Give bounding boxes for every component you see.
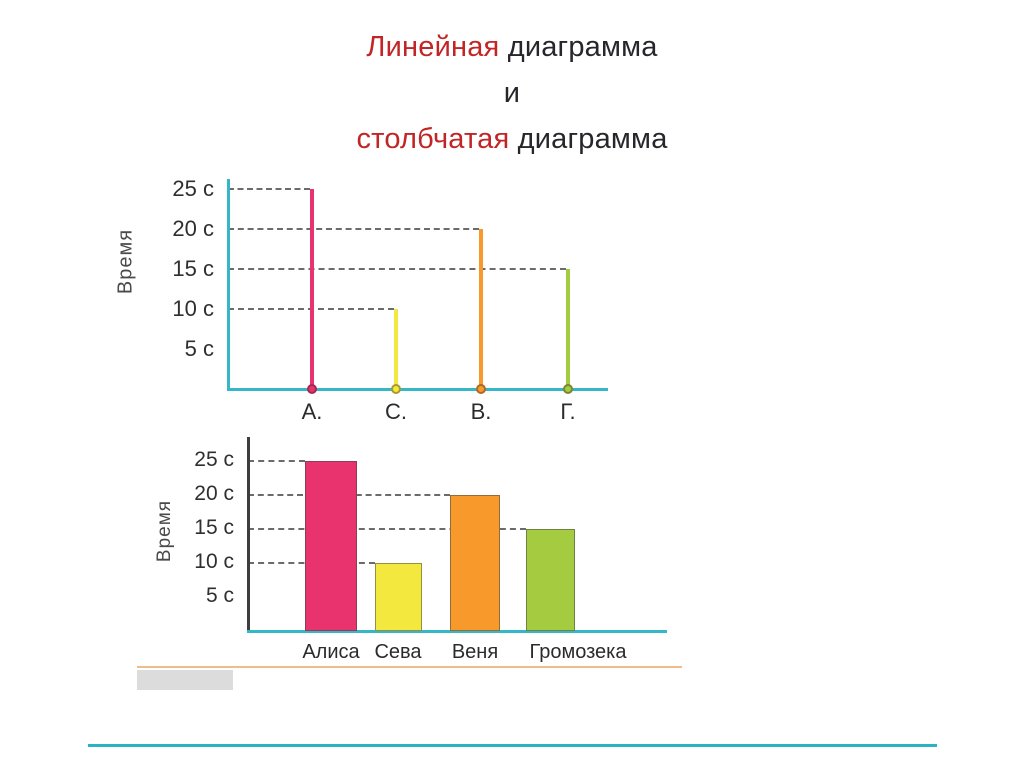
- y-tick-label: 25 с: [194, 448, 234, 471]
- y-tick-label: 20 с: [172, 216, 214, 241]
- y-tick-label: 10 с: [172, 296, 214, 321]
- x-axis: [247, 630, 667, 633]
- y-tick-label: 10 с: [194, 550, 234, 573]
- y-tick-label: 20 с: [194, 482, 234, 505]
- data-bar: [305, 461, 357, 631]
- x-category-label: Сева: [374, 641, 422, 663]
- title-word-red-1: Линейная: [366, 31, 500, 63]
- grid-dash-line: [228, 188, 310, 190]
- y-axis: [227, 179, 230, 391]
- x-category-label: Алиса: [302, 641, 360, 663]
- y-axis-label: Время: [114, 228, 137, 295]
- grid-dash-line: [228, 268, 566, 270]
- data-stick: [479, 229, 483, 389]
- title-word-dark-1: диаграмма: [499, 31, 658, 63]
- title-line-3: столбчатая диаграмма: [0, 116, 1024, 162]
- grid-dash-line: [248, 562, 375, 564]
- slide-accent-line: [88, 744, 937, 747]
- data-stick: [310, 189, 314, 389]
- y-tick-label: 5 с: [184, 336, 214, 361]
- grid-dash-line: [248, 460, 305, 462]
- data-point-dot: [563, 384, 573, 394]
- title-conjunction: и: [503, 77, 521, 109]
- grid-dash-line: [228, 308, 394, 310]
- data-point-dot: [307, 384, 317, 394]
- data-point-dot: [391, 384, 401, 394]
- grid-dash-line: [248, 494, 450, 496]
- y-tick-label: 5 с: [205, 584, 234, 607]
- scan-artifact: [137, 670, 233, 690]
- x-axis: [227, 388, 608, 391]
- title-line-2: и: [0, 70, 1024, 116]
- data-bar: [525, 529, 575, 631]
- x-category-label: В.: [470, 399, 492, 424]
- y-tick-label: 15 с: [172, 256, 214, 281]
- x-category-label: Г.: [560, 399, 576, 424]
- title-line-1: Линейная диаграмма: [0, 24, 1024, 70]
- y-tick-label: 25 с: [172, 176, 214, 201]
- data-stick: [394, 309, 398, 389]
- grid-dash-line: [228, 228, 479, 230]
- x-category-label: С.: [385, 399, 407, 424]
- data-bar: [374, 563, 422, 631]
- data-bar: [450, 495, 500, 631]
- y-tick-label: 15 с: [194, 516, 234, 539]
- x-category-label: Веня: [451, 641, 499, 663]
- x-category-label: Громозека: [529, 641, 627, 663]
- slide-title: Линейная диаграмма и столбчатая диаграмм…: [0, 24, 1024, 162]
- title-word-red-2: столбчатая: [356, 123, 510, 155]
- data-point-dot: [476, 384, 486, 394]
- data-stick: [566, 269, 570, 389]
- title-word-dark-2: диаграмма: [509, 123, 668, 155]
- y-axis: [247, 437, 250, 633]
- scan-page-edge-line: [137, 666, 682, 668]
- y-axis-label: Время: [154, 499, 175, 563]
- grid-dash-line: [248, 528, 526, 530]
- x-category-label: А.: [301, 399, 323, 424]
